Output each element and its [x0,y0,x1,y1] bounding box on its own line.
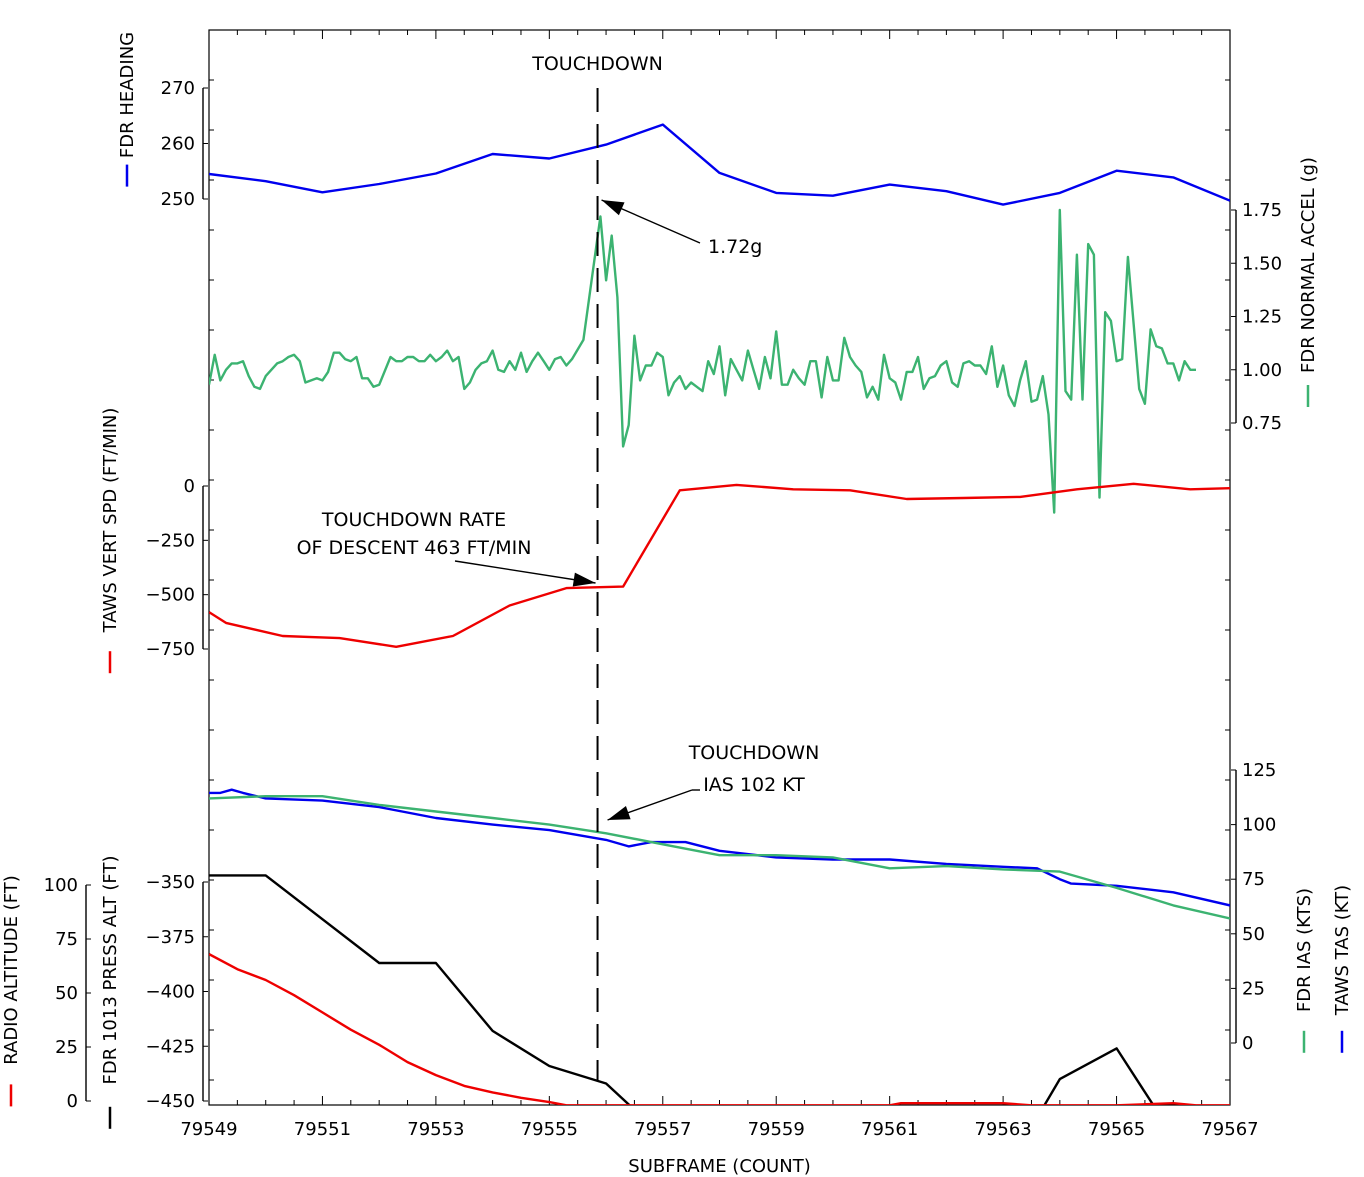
speed-tick-label: 125 [1242,760,1276,781]
vs-axis: −750 −500 −250 0 [146,476,208,660]
x-tick-label: 79567 [1201,1119,1258,1140]
x-tick-label: 79565 [1088,1119,1145,1140]
ias-label-line2: IAS 102 KT [703,774,805,796]
series-line [209,874,1155,1105]
accel-tick-label: 1.00 [1242,360,1282,381]
vs-tick-label: −500 [146,585,195,606]
plot-frame [208,29,1231,1106]
series-line [209,795,1230,920]
accel-tick-label: 1.75 [1242,200,1282,221]
ias-arrow-head [607,806,631,820]
heading-tick-label: 250 [161,189,195,210]
heading-axis: 250 260 270 [161,78,208,210]
ias-label-line1: TOUCHDOWN [688,742,820,764]
speed-tick-label: 50 [1242,924,1265,945]
press_alt-tick-label: −425 [146,1036,195,1057]
speed-tick-label: 0 [1242,1033,1253,1054]
heading-axis-title-group: FDR HEADING [117,32,138,187]
radio_alt-tick-label: 75 [55,929,78,950]
press_alt-axis: −450 −425 −400 −375 −350 [146,872,208,1112]
x-tick-label: 79551 [294,1119,351,1140]
accel-tick-label: 1.50 [1242,253,1282,274]
vs-axis-title: TAWS VERT SPD (FT/MIN) [100,408,121,634]
press_alt-tick-label: −350 [146,872,195,893]
rate-arrow-shaft [454,560,596,584]
vs-tick-label: 0 [184,476,195,497]
radio_alt-tick-label: 50 [55,983,78,1004]
rate-label-line2: OF DESCENT 463 FT/MIN [297,537,532,559]
series-line [209,482,1230,648]
vs-axis-title-group: TAWS VERT SPD (FT/MIN) [100,408,121,674]
x-tick-label: 79553 [407,1119,464,1140]
press_alt-tick-label: −375 [146,927,195,948]
rate-arrow-head [572,572,596,587]
x-axis-title: SUBFRAME (COUNT) [628,1156,810,1177]
x-tick-label: 79563 [974,1119,1031,1140]
x-tick-label: 79559 [748,1119,805,1140]
accel-peak-arrow-head [601,200,625,216]
press-alt-axis-title: FDR 1013 PRESS ALT (FT) [100,856,121,1085]
rate-label-line1: TOUCHDOWN RATE [321,509,506,531]
y-axes: 2502602700.751.001.251.501.75−750−500−25… [1,32,1353,1129]
accel-tick-label: 0.75 [1242,413,1282,434]
x-axis: 79549 79551 79553 79555 79557 79559 79561 79563… [180,30,1259,1177]
radio-alt-axis-title-group: RADIO ALTITUDE (FT) [1,875,22,1107]
accel-axis-title-group: FDR NORMAL ACCEL (g) [1298,157,1319,407]
speed-tick-label: 100 [1242,815,1276,836]
speed-axis: 0 25 50 75 100 125 [1231,760,1276,1054]
accel-axis-title: FDR NORMAL ACCEL (g) [1298,157,1319,373]
tas-axis-title: TAWS TAS (KT) [1332,885,1353,1016]
vs-tick-label: −250 [146,530,195,551]
accel-tick-label: 1.25 [1242,307,1282,328]
touchdown-label: TOUCHDOWN [531,53,663,75]
speed-tick-label: 75 [1242,869,1265,890]
press_alt-tick-label: −450 [146,1091,195,1112]
x-tick-label: 79549 [180,1119,237,1140]
heading-tick-label: 270 [161,78,195,99]
x-tick-label: 79555 [521,1119,578,1140]
radio_alt-tick-label: 100 [44,875,78,896]
series-group [209,123,1230,1105]
x-tick-label: 79561 [861,1119,918,1140]
press_alt-tick-label: −400 [146,982,195,1003]
x-tick-label: 79557 [634,1119,691,1140]
accel-axis: 0.75 1.00 1.25 1.50 1.75 [1231,200,1282,434]
vs-tick-label: −750 [146,639,195,660]
ias-axis-title-group: FDR IAS (KTS) [1294,888,1315,1053]
ias-axis-title: FDR IAS (KTS) [1294,888,1315,1012]
radio-alt-axis-title: RADIO ALTITUDE (FT) [1,875,22,1065]
radio_alt-tick-label: 0 [67,1091,78,1112]
press-alt-axis-title-group: FDR 1013 PRESS ALT (FT) [100,856,121,1129]
series-line [209,123,1230,206]
heading-axis-title: FDR HEADING [117,32,138,158]
accel-peak-label: 1.72g [708,236,762,258]
annotations: TOUCHDOWN 1.72g TOUCHDOWN RATE OF DESCENT 4… [297,53,820,1080]
tas-axis-title-group: TAWS TAS (KT) [1332,885,1353,1053]
series-lines [209,123,1230,1105]
speed-tick-label: 25 [1242,978,1265,999]
radio_alt-tick-label: 25 [55,1037,78,1058]
radio_alt-axis: 0 25 50 75 100 [44,875,91,1112]
series-line [209,788,1230,907]
series-line [209,208,1196,514]
heading-tick-label: 260 [161,134,195,155]
series-line [209,953,1230,1105]
